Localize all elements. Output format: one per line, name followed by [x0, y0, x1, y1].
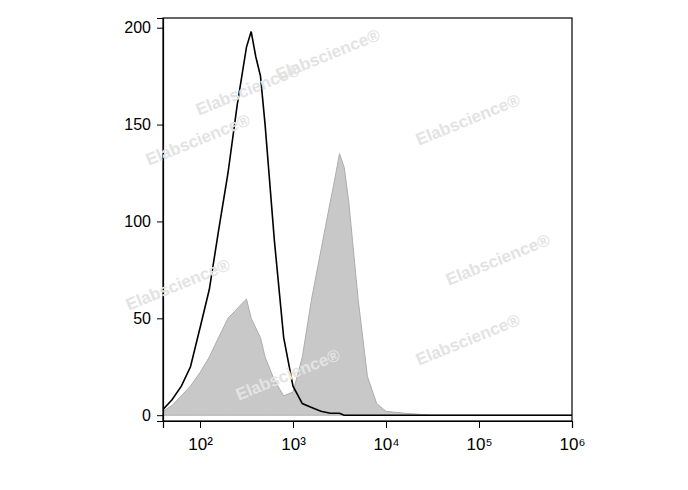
- x-tick: 10²: [188, 421, 213, 454]
- y-tick-mark: [157, 28, 163, 29]
- y-tick: 200: [124, 19, 163, 36]
- x-tick-label: 10⁴: [373, 435, 399, 454]
- watermark: Elabscience®: [233, 345, 343, 404]
- y-tick-mark: [157, 318, 163, 319]
- y-tick-label: 0: [142, 407, 151, 424]
- x-tick-mark: [293, 421, 294, 428]
- y-tick: 0: [142, 407, 163, 424]
- x-tick: 10⁴: [373, 421, 399, 454]
- watermarks: Elabscience®Elabscience®Elabscience®Elab…: [123, 25, 553, 404]
- y-tick-label: 150: [124, 116, 151, 133]
- y-tick-mark: [157, 415, 163, 416]
- x-tick-label: 10³: [281, 435, 306, 454]
- y-axis: 0 50 100 150 200: [124, 19, 163, 424]
- x-axis-line: [164, 422, 573, 429]
- x-tick-mark: [572, 421, 573, 428]
- plot-frame: [163, 18, 572, 421]
- watermark: Elabscience®: [143, 110, 253, 169]
- x-tick-mark: [200, 421, 201, 428]
- x-tick: 10⁶: [560, 421, 586, 454]
- y-tick-mark: [157, 125, 163, 126]
- y-tick: 50: [133, 310, 163, 327]
- watermark: Elabscience®: [273, 25, 383, 84]
- y-tick: 100: [124, 213, 163, 230]
- y-tick-label: 100: [124, 213, 151, 230]
- x-tick-mark: [386, 421, 387, 428]
- plot: 10² 10³ 10⁴ 10⁵ 10⁶ 0 50 100 150 200: [124, 18, 585, 454]
- y-tick: 150: [124, 116, 163, 133]
- x-tick-label: 10⁵: [467, 435, 493, 454]
- y-tick-mark: [157, 221, 163, 222]
- x-tick: 10⁵: [467, 421, 493, 454]
- y-tick-label: 50: [133, 310, 151, 327]
- series-group: [163, 32, 572, 416]
- y-tick-label: 200: [124, 19, 151, 36]
- watermark: Elabscience®: [123, 255, 233, 314]
- watermark: Elabscience®: [413, 90, 523, 149]
- y-axis-line: [157, 19, 164, 422]
- x-tick-label: 10⁶: [560, 435, 586, 454]
- chart: 10²10³10⁴10⁵10⁶050100150200Elabscience®E…: [0, 0, 688, 490]
- watermark: Elabscience®: [443, 230, 553, 289]
- x-axis: 10² 10³ 10⁴ 10⁵ 10⁶: [164, 421, 586, 454]
- x-tick-mark: [479, 421, 480, 428]
- watermark: Elabscience®: [413, 310, 523, 369]
- x-tick-label: 10²: [188, 435, 213, 454]
- x-tick: 10³: [281, 421, 306, 454]
- histogram-line: [163, 32, 572, 416]
